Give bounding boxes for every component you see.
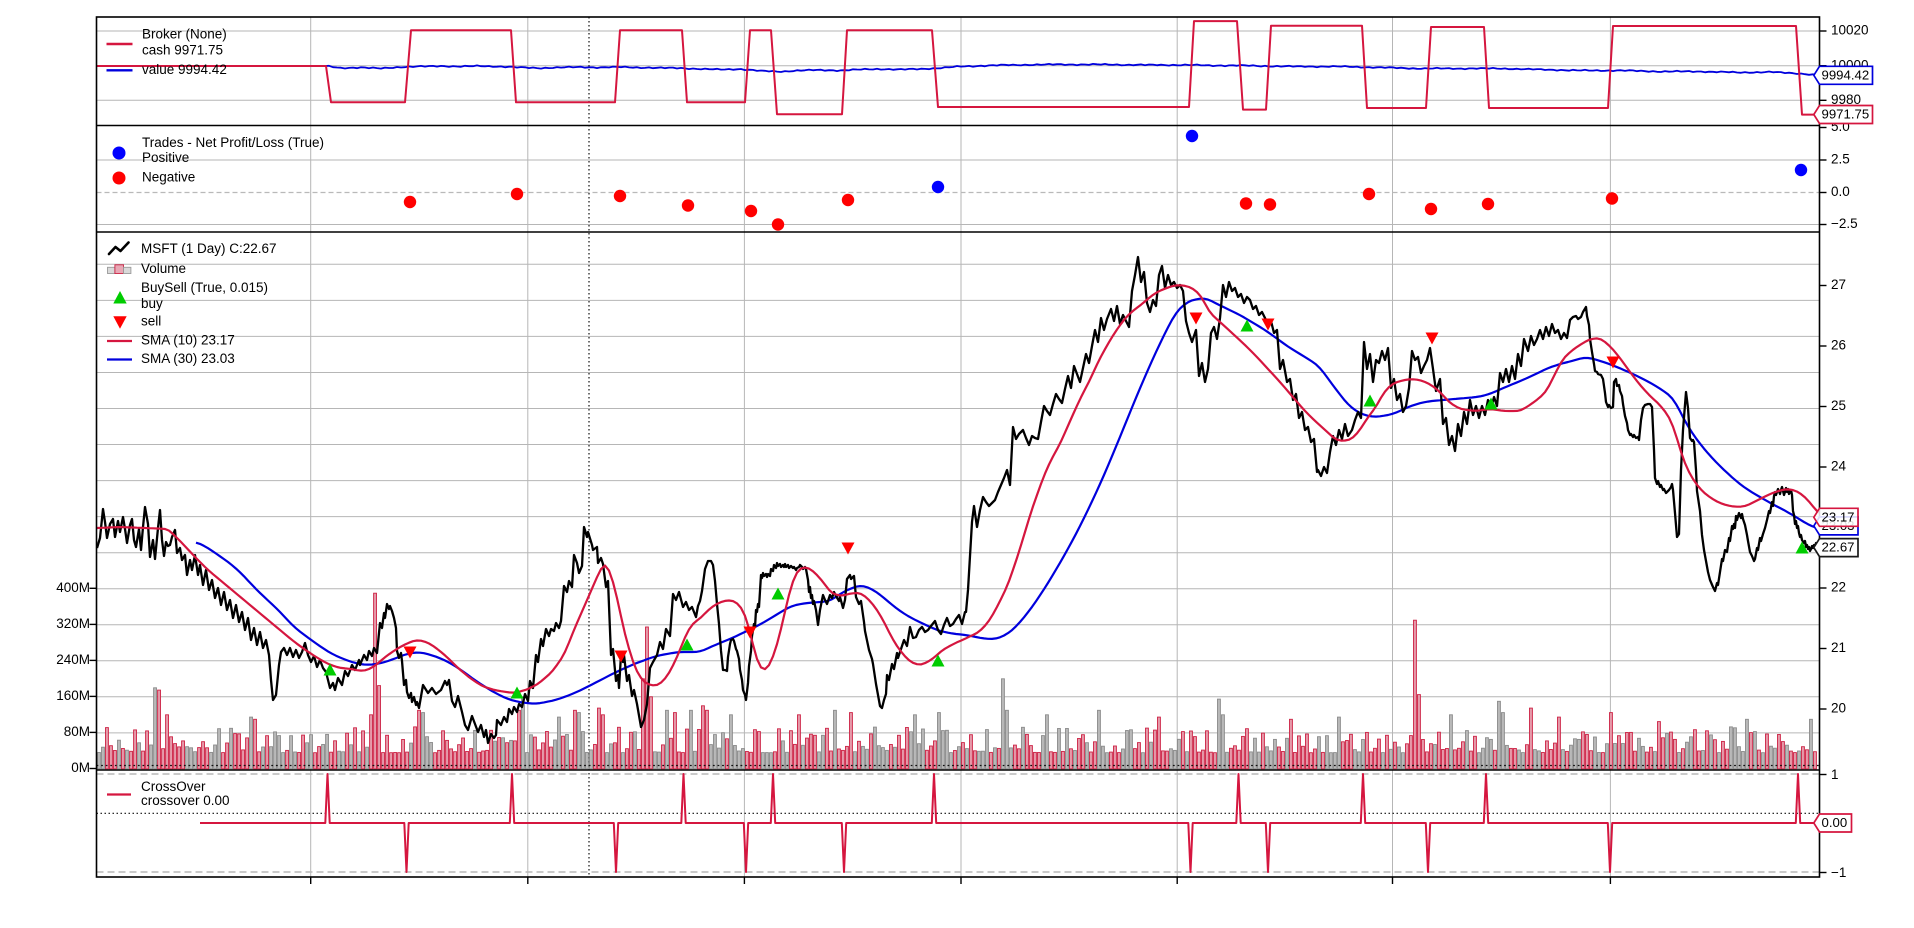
svg-text:21: 21 — [1831, 640, 1846, 655]
svg-text:9980: 9980 — [1831, 92, 1861, 107]
svg-text:9994.42: 9994.42 — [1822, 67, 1870, 82]
svg-text:22: 22 — [1831, 580, 1846, 595]
svg-text:−1: −1 — [1831, 865, 1846, 880]
svg-text:SMA (30) 23.03: SMA (30) 23.03 — [141, 351, 235, 366]
svg-text:160M: 160M — [56, 688, 90, 703]
svg-text:0.00: 0.00 — [1822, 815, 1848, 830]
svg-text:10020: 10020 — [1831, 23, 1869, 38]
svg-text:SMA (10) 23.17: SMA (10) 23.17 — [141, 333, 235, 348]
svg-text:Negative: Negative — [142, 170, 195, 185]
svg-text:22.67: 22.67 — [1822, 540, 1855, 555]
svg-text:320M: 320M — [56, 616, 90, 631]
svg-text:2.5: 2.5 — [1831, 152, 1850, 167]
svg-text:Volume: Volume — [141, 261, 186, 276]
svg-text:0M: 0M — [71, 760, 90, 775]
svg-text:BuySell (True, 0.015): BuySell (True, 0.015) — [141, 280, 268, 295]
svg-text:Positive: Positive — [142, 150, 189, 165]
svg-text:buy: buy — [141, 296, 163, 311]
svg-text:−2.5: −2.5 — [1831, 216, 1858, 231]
svg-text:0.0: 0.0 — [1831, 184, 1850, 199]
svg-text:value 9994.42: value 9994.42 — [142, 62, 227, 77]
svg-text:CrossOver: CrossOver — [141, 779, 206, 794]
svg-text:80M: 80M — [64, 724, 90, 739]
svg-text:20: 20 — [1831, 701, 1846, 716]
svg-text:1: 1 — [1831, 767, 1839, 782]
svg-text:25: 25 — [1831, 398, 1846, 413]
svg-text:23.17: 23.17 — [1822, 509, 1855, 524]
svg-text:400M: 400M — [56, 580, 90, 595]
svg-text:240M: 240M — [56, 652, 90, 667]
svg-text:24: 24 — [1831, 459, 1847, 474]
svg-text:MSFT (1 Day) C:22.67: MSFT (1 Day) C:22.67 — [141, 241, 277, 256]
svg-text:sell: sell — [141, 314, 161, 329]
svg-text:Broker (None): Broker (None) — [142, 27, 227, 42]
svg-text:crossover 0.00: crossover 0.00 — [141, 793, 230, 808]
svg-text:26: 26 — [1831, 338, 1846, 353]
svg-text:Trades - Net Profit/Loss (True: Trades - Net Profit/Loss (True) — [142, 135, 324, 150]
svg-text:27: 27 — [1831, 277, 1846, 292]
svg-text:cash 9971.75: cash 9971.75 — [142, 43, 223, 58]
svg-text:9971.75: 9971.75 — [1822, 106, 1870, 121]
